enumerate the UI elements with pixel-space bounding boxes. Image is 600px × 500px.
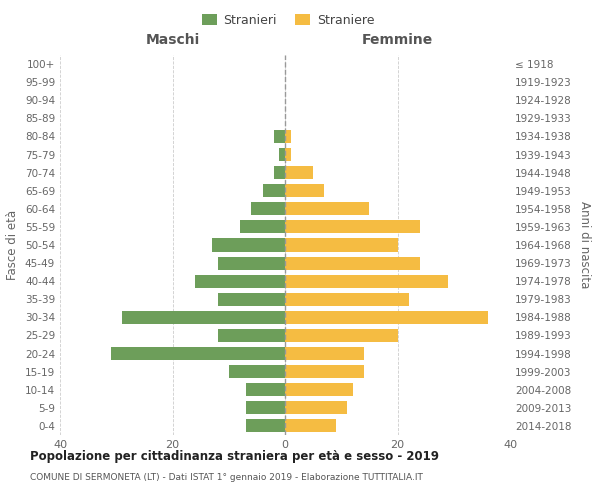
Bar <box>218 293 285 306</box>
Bar <box>285 238 398 252</box>
Bar <box>285 402 347 414</box>
Bar <box>229 365 285 378</box>
Bar <box>212 238 285 252</box>
Bar <box>122 311 285 324</box>
Bar <box>285 220 420 234</box>
Bar <box>245 420 285 432</box>
Bar <box>240 220 285 234</box>
Bar <box>285 130 290 143</box>
Bar <box>218 329 285 342</box>
Y-axis label: Anni di nascita: Anni di nascita <box>578 202 591 288</box>
Bar <box>285 184 325 197</box>
Bar <box>285 420 335 432</box>
Bar <box>280 148 285 161</box>
Bar <box>195 274 285 287</box>
Y-axis label: Fasce di età: Fasce di età <box>7 210 19 280</box>
Bar <box>285 293 409 306</box>
Bar <box>285 148 290 161</box>
Bar <box>285 274 448 287</box>
Bar <box>285 202 370 215</box>
Text: Maschi: Maschi <box>145 34 200 48</box>
Text: Femmine: Femmine <box>362 34 433 48</box>
Bar <box>245 402 285 414</box>
Text: COMUNE DI SERMONETA (LT) - Dati ISTAT 1° gennaio 2019 - Elaborazione TUTTITALIA.: COMUNE DI SERMONETA (LT) - Dati ISTAT 1°… <box>30 472 423 482</box>
Bar <box>218 256 285 270</box>
Text: Popolazione per cittadinanza straniera per età e sesso - 2019: Popolazione per cittadinanza straniera p… <box>30 450 439 463</box>
Legend: Stranieri, Straniere: Stranieri, Straniere <box>197 8 379 32</box>
Bar <box>285 256 420 270</box>
Bar <box>285 365 364 378</box>
Bar <box>285 383 353 396</box>
Bar <box>285 347 364 360</box>
Bar <box>285 311 487 324</box>
Bar <box>263 184 285 197</box>
Bar <box>285 166 313 179</box>
Bar <box>274 130 285 143</box>
Bar <box>110 347 285 360</box>
Bar <box>274 166 285 179</box>
Bar <box>251 202 285 215</box>
Bar <box>245 383 285 396</box>
Bar <box>285 329 398 342</box>
